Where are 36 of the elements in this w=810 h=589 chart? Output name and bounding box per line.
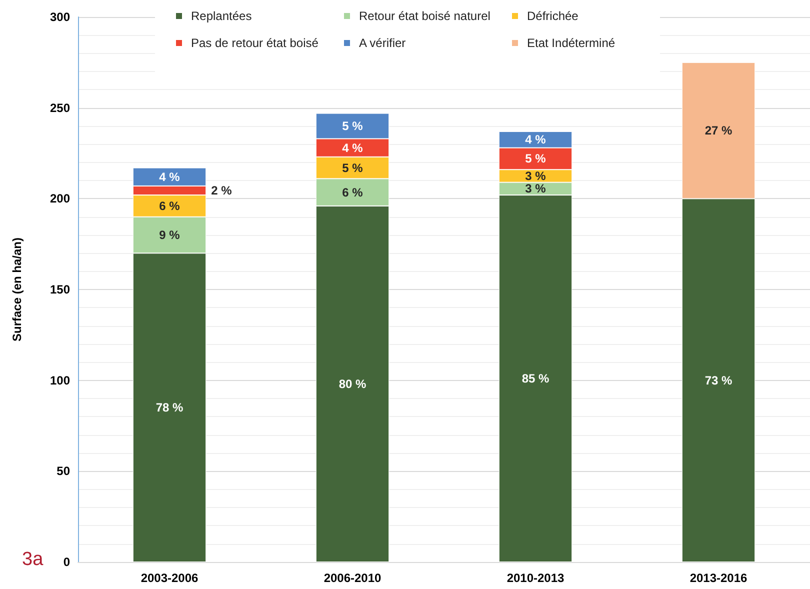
y-tick-label: 0 xyxy=(63,555,70,569)
y-tick-label: 50 xyxy=(56,464,70,478)
annotation: 4 % xyxy=(159,170,180,184)
legend-label: Retour état boisé naturel xyxy=(359,9,490,23)
annotation: 80 % xyxy=(338,376,366,391)
y-tick-label: 150 xyxy=(50,282,70,296)
legend-label: Pas de retour état boisé xyxy=(191,36,319,50)
annotation: 4 % xyxy=(525,132,546,147)
annotation: 5 % xyxy=(342,119,364,133)
legend-label: Etat Indéterminé xyxy=(527,36,616,50)
annotation: 73 % xyxy=(704,373,732,388)
x-tick-label: 2010-2013 xyxy=(506,571,565,585)
annotation: 4 % xyxy=(342,140,364,155)
annotation: 85 % xyxy=(522,372,550,386)
annotation: 5 % xyxy=(525,152,546,166)
annotation: 78 % xyxy=(156,400,184,415)
y-axis-title: Surface (en ha/an) xyxy=(10,237,24,342)
y-tick-label: 250 xyxy=(50,100,70,115)
annotation: 3 % xyxy=(525,182,546,196)
annotation: 6 % xyxy=(342,185,364,200)
legend-label: Défrichée xyxy=(527,9,579,23)
legend-label: Replantées xyxy=(191,9,252,23)
y-tick-label: 300 xyxy=(50,10,70,24)
annotation: 9 % xyxy=(159,228,180,242)
annotation: 27 % xyxy=(704,124,732,138)
x-tick-label: 2003-2006 xyxy=(140,571,199,585)
text: 3a xyxy=(22,549,44,570)
x-tick-label: 2006-2010 xyxy=(324,571,382,585)
annotation: 5 % xyxy=(342,160,364,175)
annotation: 6 % xyxy=(159,198,180,213)
annotation: 2 % xyxy=(211,183,232,198)
y-tick-label: 200 xyxy=(50,192,70,206)
x-tick-label: 2013-2016 xyxy=(690,571,748,585)
annotation: 3 % xyxy=(525,168,546,183)
legend-label: A vérifier xyxy=(359,36,406,50)
y-tick-label: 100 xyxy=(50,373,70,388)
